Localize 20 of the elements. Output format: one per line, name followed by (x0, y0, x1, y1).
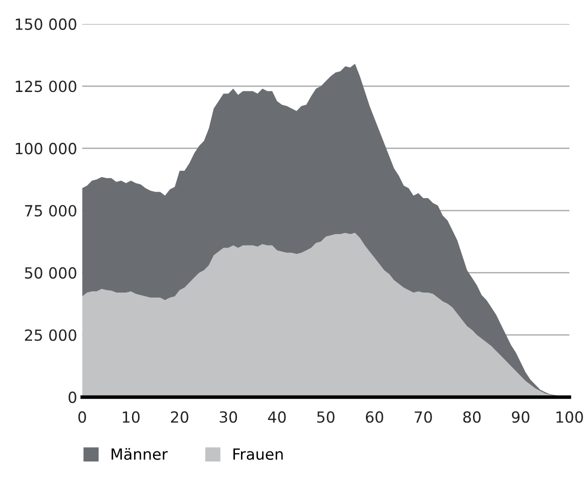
x-tick-label: 30 (220, 411, 238, 423)
y-tick-label: 125 000 (16, 80, 76, 92)
y-tick-label: 50 000 (25, 267, 76, 279)
y-tick-label: 25 000 (24, 329, 76, 341)
x-tick-label: 70 (414, 411, 432, 423)
x-tick-label: 50 (317, 411, 334, 423)
x-tick-label: 90 (512, 411, 530, 423)
x-tick-label: 40 (268, 411, 286, 423)
y-tick-label: 100 000 (16, 142, 76, 154)
y-tick-label: 150 000 (16, 18, 76, 30)
x-tick-label: 80 (463, 411, 481, 423)
x-tick-label: 0 (78, 411, 86, 423)
legend-label: Frauen (233, 448, 283, 460)
y-tick-label: 75 000 (25, 204, 76, 217)
x-tick-label: 20 (171, 411, 188, 423)
x-tick-label: 100 (556, 411, 583, 423)
legend-label: Männer (112, 448, 168, 460)
x-tick-label: 60 (366, 411, 384, 423)
y-tick-label: 0 (68, 392, 76, 404)
x-tick-label: 10 (122, 411, 140, 423)
